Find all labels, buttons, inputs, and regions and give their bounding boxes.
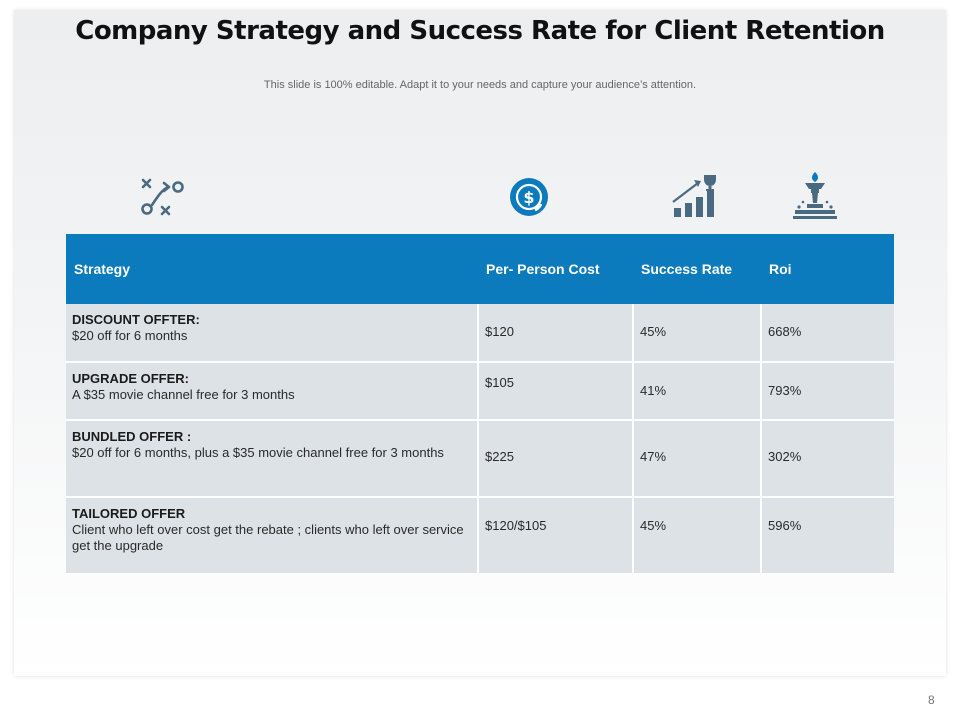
roi-cell: 668% bbox=[761, 304, 894, 363]
table-row: UPGRADE OFFER: A $35 movie channel free … bbox=[66, 362, 894, 421]
strategy-cell: UPGRADE OFFER: A $35 movie channel free … bbox=[66, 362, 479, 421]
offer-description: $20 off for 6 months, plus a $35 movie c… bbox=[72, 445, 444, 460]
offer-description: $20 off for 6 months bbox=[72, 328, 188, 343]
column-header-cost: Per- Person Cost bbox=[478, 234, 633, 304]
offer-description: A $35 movie channel free for 3 months bbox=[72, 387, 295, 402]
table-header-row: Strategy Per- Person Cost Success Rate R… bbox=[66, 234, 894, 304]
offer-name: DISCOUNT OFFTER: bbox=[72, 312, 200, 327]
strategy-cell: DISCOUNT OFFTER: $20 off for 6 months bbox=[66, 304, 479, 363]
strategy-cell: BUNDLED OFFER : $20 off for 6 months, pl… bbox=[66, 420, 479, 498]
slide-subtitle: This slide is 100% editable. Adapt it to… bbox=[263, 79, 697, 91]
column-header-strategy: Strategy bbox=[66, 234, 478, 304]
column-header-roi: Roi bbox=[761, 234, 894, 304]
growth-chart-trophy-icon bbox=[668, 170, 718, 220]
success-rate-cell: 45% bbox=[633, 497, 762, 575]
cost-cell: $105 bbox=[478, 362, 634, 421]
roi-cell: 793% bbox=[761, 362, 894, 421]
table-row: TAILORED OFFER Client who left over cost… bbox=[66, 497, 894, 575]
offer-name: TAILORED OFFER bbox=[72, 506, 186, 521]
page-number: 8 bbox=[928, 693, 935, 707]
strategy-cell: TAILORED OFFER Client who left over cost… bbox=[66, 497, 479, 575]
success-rate-cell: 47% bbox=[633, 420, 762, 498]
table-row: BUNDLED OFFER : $20 off for 6 months, pl… bbox=[66, 420, 894, 498]
strategy-play-icon bbox=[138, 172, 188, 222]
svg-text:$: $ bbox=[523, 188, 534, 207]
offer-name: UPGRADE OFFER: bbox=[72, 371, 189, 386]
success-rate-cell: 41% bbox=[633, 362, 762, 421]
roi-cell: 596% bbox=[761, 497, 894, 575]
strategy-table: Strategy Per- Person Cost Success Rate R… bbox=[66, 234, 894, 575]
dollar-coin-icon: $ bbox=[505, 173, 555, 223]
cost-cell: $120/$105 bbox=[478, 497, 634, 575]
cost-cell: $120 bbox=[478, 304, 634, 363]
slide-title: Company Strategy and Success Rate for Cl… bbox=[75, 16, 885, 46]
column-header-success-rate: Success Rate bbox=[633, 234, 761, 304]
cost-cell: $225 bbox=[478, 420, 634, 498]
offer-description: Client who left over cost get the rebate… bbox=[72, 522, 464, 553]
offer-name: BUNDLED OFFER : bbox=[72, 429, 192, 444]
table-row: DISCOUNT OFFTER: $20 off for 6 months $1… bbox=[66, 304, 894, 363]
roi-cell: 302% bbox=[761, 420, 894, 498]
torch-award-icon bbox=[790, 170, 840, 220]
success-rate-cell: 45% bbox=[633, 304, 762, 363]
